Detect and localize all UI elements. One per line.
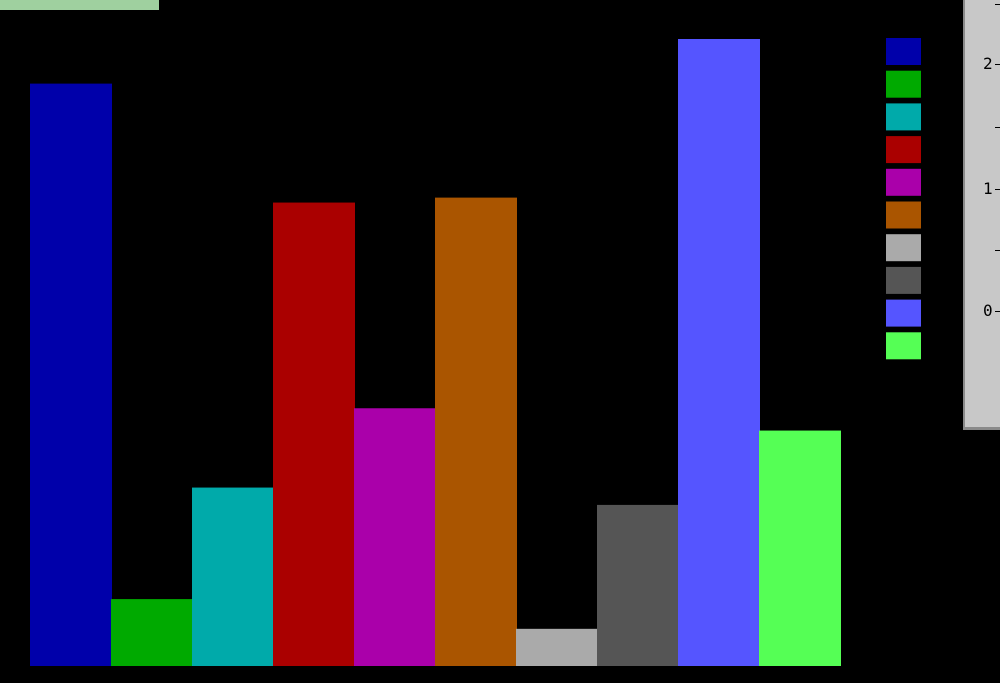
side-axis-major-tick — [995, 189, 1000, 190]
bar-3 — [192, 487, 274, 666]
side-axis-minor-tick — [995, 250, 1000, 251]
legend — [886, 38, 921, 360]
bar-1 — [30, 83, 112, 666]
bar-7 — [516, 628, 598, 666]
bar-chart — [30, 38, 921, 666]
legend-swatch-10 — [886, 332, 921, 360]
bar-2 — [111, 599, 193, 666]
bar-4 — [273, 202, 355, 666]
legend-swatch-6 — [886, 201, 921, 229]
legend-swatch-8 — [886, 266, 921, 294]
bar-6 — [435, 197, 517, 666]
side-axis-tick-0: 0 — [983, 301, 993, 320]
legend-swatch-3 — [886, 103, 921, 131]
side-axis-tick-1: 1 — [983, 179, 993, 198]
window-tab-strip[interactable] — [0, 0, 159, 10]
legend-swatch-1 — [886, 38, 921, 65]
legend-swatch-2 — [886, 70, 921, 98]
side-axis-major-tick — [995, 64, 1000, 65]
bar-10 — [759, 430, 841, 666]
bar-5 — [354, 408, 436, 666]
side-axis-minor-tick — [995, 4, 1000, 5]
legend-swatch-7 — [886, 234, 921, 262]
side-axis-minor-tick — [995, 127, 1000, 128]
bar-9 — [678, 39, 760, 666]
bar-chart-window — [0, 10, 963, 683]
side-axis-major-tick — [995, 311, 1000, 312]
side-axis-tick-2: 2 — [983, 54, 993, 73]
bar-8 — [597, 504, 679, 666]
secondary-chart-panel: 2 1 0 — [963, 0, 1000, 430]
legend-swatch-4 — [886, 136, 921, 164]
bars — [30, 39, 841, 666]
legend-swatch-9 — [886, 299, 921, 327]
legend-swatch-5 — [886, 168, 921, 196]
